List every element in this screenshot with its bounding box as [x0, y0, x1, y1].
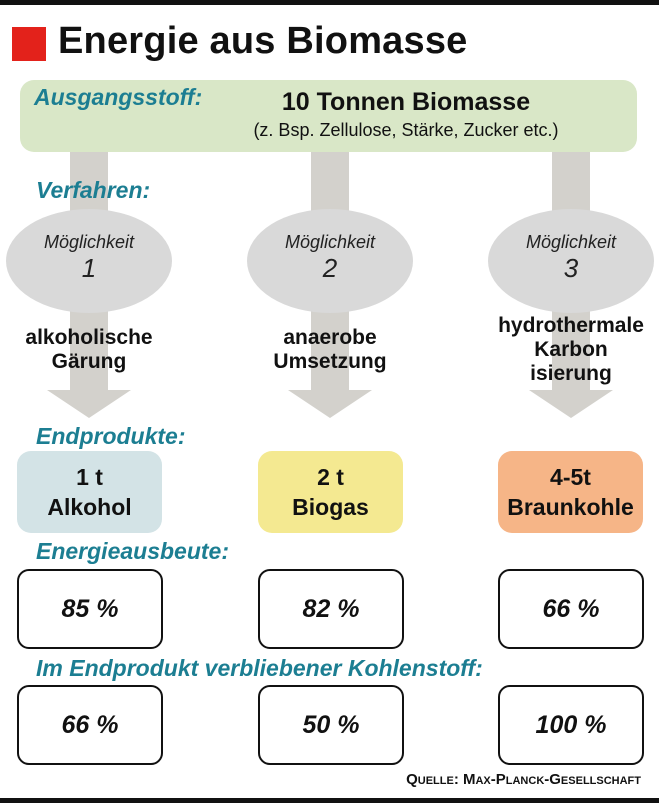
option-ellipse-1: [6, 209, 172, 313]
process-line: Umsetzung: [273, 350, 387, 373]
energy-box-1: 85 %: [17, 569, 163, 649]
process-2: anaerobe Umsetzung: [250, 326, 410, 374]
process-line: alkoholische: [25, 326, 153, 349]
process-line: isierung: [530, 362, 612, 385]
label-endprodukte: Endprodukte:: [36, 423, 186, 449]
source-main-text: 10 Tonnen Biomasse: [281, 88, 531, 116]
process-line: Karbon: [534, 338, 608, 361]
option-number: 1: [81, 253, 97, 283]
product-box-2: 2 t Biogas: [258, 451, 403, 533]
option-ellipses: [6, 209, 654, 313]
source-credit: Quelle: Max-Planck-Gesellschaft: [406, 771, 641, 788]
product-amount: 2 t: [317, 464, 344, 490]
energy-box-2: 82 %: [258, 569, 404, 649]
arrow-head-2: [288, 390, 372, 418]
energy-box-3: 66 %: [498, 569, 644, 649]
option-word: Möglichkeit: [525, 232, 617, 252]
product-amount: 4-5t: [550, 464, 591, 490]
option-number: 2: [322, 253, 338, 283]
source-box: [20, 80, 637, 152]
product-box-3: 4-5t Braunkohle: [498, 451, 643, 533]
product-name: Alkohol: [47, 494, 132, 520]
process-3: hydrothermale Karbon isierung: [481, 314, 659, 386]
option-ellipse-2: [247, 209, 413, 313]
label-energieausbeute: Energieausbeute:: [36, 538, 229, 564]
page-title: Energie aus Biomasse: [58, 20, 468, 62]
option-ellipse-3: [488, 209, 654, 313]
option-number: 3: [563, 253, 579, 283]
process-1: alkoholische Gärung: [9, 326, 169, 374]
option-word: Möglichkeit: [284, 232, 376, 252]
process-line: Gärung: [51, 350, 127, 373]
product-name: Biogas: [292, 494, 369, 520]
carbon-box-1: 66 %: [17, 685, 163, 765]
option-2-label: Möglichkeit 2: [250, 232, 410, 284]
option-3-label: Möglichkeit 3: [491, 232, 651, 284]
product-amount: 1 t: [76, 464, 103, 490]
label-ausgangsstoff: Ausgangsstoff:: [34, 84, 203, 110]
carbon-box-3: 100 %: [498, 685, 644, 765]
process-line: anaerobe: [283, 326, 377, 349]
source-sub-text: (z. Bsp. Zellulose, Stärke, Zucker etc.): [253, 120, 559, 140]
top-rule: [0, 0, 659, 5]
carbon-box-2: 50 %: [258, 685, 404, 765]
arrow-head-3: [529, 390, 613, 418]
bottom-rule: [0, 798, 659, 803]
option-1-label: Möglichkeit 1: [9, 232, 169, 284]
process-line: hydrothermale: [498, 314, 644, 337]
product-name: Braunkohle: [507, 494, 634, 520]
arrow-head-1: [47, 390, 131, 418]
label-kohlenstoff: Im Endprodukt verbliebener Kohlenstoff:: [36, 655, 483, 681]
label-verfahren: Verfahren:: [36, 177, 151, 203]
option-word: Möglichkeit: [43, 232, 135, 252]
product-box-1: 1 t Alkohol: [17, 451, 162, 533]
title-square-icon: [12, 27, 46, 61]
